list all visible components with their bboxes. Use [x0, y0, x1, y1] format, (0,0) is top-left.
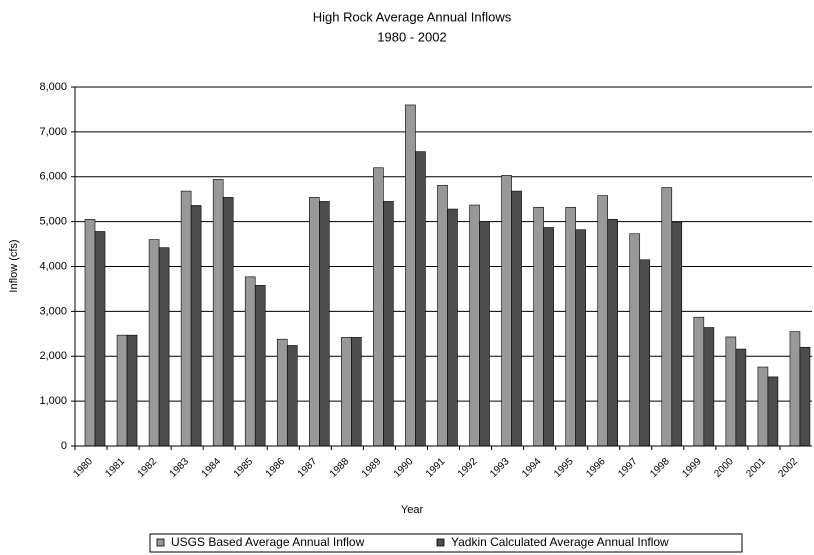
bar	[351, 337, 362, 447]
x-tick-label: 1985	[232, 456, 256, 480]
y-tick-label: 5,000	[39, 216, 67, 228]
bar	[437, 184, 448, 447]
bar	[84, 219, 96, 447]
x-tick-label: 1983	[168, 456, 192, 480]
y-tick-label: 2,000	[39, 350, 67, 362]
x-tick-label: 2000	[712, 456, 736, 480]
bar	[671, 221, 683, 447]
x-tick-label: 1997	[616, 456, 640, 480]
bar	[180, 190, 192, 447]
y-tick-label: 3,000	[39, 305, 67, 317]
bar	[735, 348, 747, 447]
x-tick-label: 1980	[71, 456, 95, 480]
bar	[94, 231, 106, 447]
x-tick-label: 1998	[648, 456, 672, 480]
x-tick-label: 1991	[424, 456, 448, 480]
x-tick-label: 1994	[520, 456, 544, 480]
bar	[447, 208, 458, 447]
x-tick-label: 1984	[200, 456, 224, 480]
bar	[383, 201, 394, 447]
bar	[373, 167, 384, 447]
y-tick-label: 8,000	[39, 81, 67, 93]
bar	[501, 175, 512, 447]
x-tick-label: 1981	[104, 456, 128, 480]
bar	[757, 366, 769, 447]
x-tick-label: 1995	[552, 456, 576, 480]
bar	[415, 151, 426, 447]
legend-label: Yadkin Calculated Average Annual Inflow	[451, 535, 669, 549]
x-tick-label: 1989	[360, 456, 384, 480]
x-axis-label: Year	[401, 504, 424, 516]
bar	[543, 227, 554, 447]
bar	[789, 331, 801, 447]
x-tick-label: 1990	[392, 456, 416, 480]
bar	[661, 187, 673, 447]
legend-swatch	[436, 538, 445, 547]
bar	[607, 219, 618, 447]
y-tick-label: 0	[61, 440, 67, 452]
y-tick-label: 1,000	[39, 395, 67, 407]
bar	[222, 197, 234, 447]
bar	[341, 337, 352, 447]
bar	[629, 233, 641, 447]
bar	[148, 239, 160, 447]
bar	[533, 206, 544, 447]
bar	[703, 327, 715, 447]
y-tick-label: 7,000	[39, 126, 67, 138]
bar	[309, 197, 320, 447]
x-tick-label: 1987	[296, 456, 320, 480]
bar	[597, 195, 608, 447]
x-tick-label: 1993	[488, 456, 512, 480]
y-tick-label: 4,000	[39, 260, 67, 272]
bar	[767, 376, 779, 447]
bar	[511, 190, 522, 447]
bar	[190, 205, 202, 447]
bar	[565, 206, 576, 447]
bar	[254, 285, 266, 447]
bar	[276, 338, 288, 447]
bar	[693, 316, 705, 447]
bar	[405, 104, 416, 447]
x-tick-label: 1986	[264, 456, 288, 480]
legend-swatch	[156, 538, 165, 547]
bar	[244, 276, 256, 447]
bar	[639, 259, 651, 447]
bar	[212, 179, 224, 447]
bar	[158, 247, 170, 447]
bar	[799, 346, 811, 447]
x-tick-label: 1996	[584, 456, 608, 480]
y-axis-label: Inflow (cfs)	[8, 239, 20, 292]
x-tick-label: 1999	[680, 456, 704, 480]
y-tick-label: 6,000	[39, 171, 67, 183]
bar	[116, 334, 128, 447]
chart-subtitle: 1980 - 2002	[377, 29, 446, 44]
bar	[725, 336, 737, 447]
bar	[469, 204, 480, 447]
bar	[575, 229, 586, 447]
bar	[319, 201, 330, 447]
x-tick-label: 1992	[456, 456, 480, 480]
bar	[126, 334, 138, 447]
x-tick-label: 2002	[776, 456, 800, 480]
legend-label: USGS Based Average Annual Inflow	[171, 535, 365, 549]
bar	[286, 345, 298, 447]
legend-box	[149, 533, 743, 553]
x-tick-label: 1982	[136, 456, 160, 480]
bar	[479, 221, 490, 447]
chart-title: High Rock Average Annual Inflows	[313, 9, 512, 24]
x-tick-label: 1988	[328, 456, 352, 480]
x-tick-label: 2001	[744, 456, 768, 480]
